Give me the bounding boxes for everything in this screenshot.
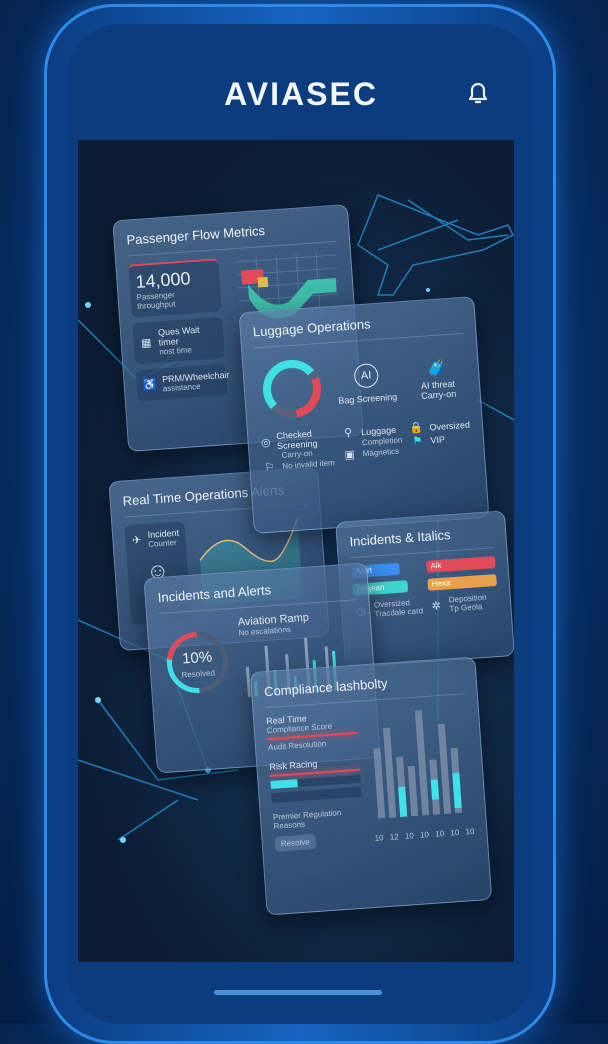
home-indicator[interactable]	[214, 990, 382, 995]
bell-icon[interactable]	[464, 78, 492, 106]
network-icon: ✲	[431, 599, 442, 613]
airplane-icon: ✈	[131, 534, 142, 547]
flag-icon: ⚐	[264, 461, 275, 475]
deposition-sub: Tp Geola	[449, 602, 483, 614]
phone-screen: AVIASEC Passenger Flow Metrics 14,000 Pa…	[68, 24, 534, 1024]
oversized-sub: Tracdale card	[374, 606, 424, 619]
target-icon: ◎	[260, 436, 271, 449]
app-title: AVIASEC	[224, 76, 378, 112]
bag-icon: ⚲	[343, 426, 353, 440]
queue-icon: ▦	[140, 337, 152, 350]
no-items-label: No invalid item	[282, 458, 336, 471]
resolve-button[interactable]: Resolve	[274, 834, 317, 852]
donut-chart	[263, 359, 322, 418]
luggage-operations-card[interactable]: Luggage Operations AI Bag Screening 🧳 AI t…	[238, 296, 490, 534]
magnetics-label: Magnetics	[362, 446, 400, 459]
compliance-bar-chart	[373, 710, 463, 819]
dashboard-content: Passenger Flow Metrics 14,000 Passenger …	[78, 140, 514, 962]
compliance-card[interactable]: Compliance lashbolty Real Time Complianc…	[249, 656, 493, 916]
progress-ring: 10% Resolved	[160, 625, 235, 700]
x-tick: 10	[450, 827, 460, 838]
x-tick: 10	[404, 831, 415, 841]
x-tick: 10	[434, 829, 445, 839]
bag-screening-label: Bag Screening	[337, 391, 398, 406]
vip-flag-icon: ⚑	[412, 435, 423, 448]
card-title: Incidents & Italics	[348, 524, 495, 559]
hexa-bar: Hexa	[427, 574, 497, 591]
x-axis-ticks: 10 12 10 10 10 10 10	[374, 827, 474, 843]
luggage-label: Luggage	[360, 424, 397, 437]
card-title: Compliance lashbolty	[263, 670, 465, 709]
x-tick: 10	[374, 833, 384, 843]
progress-ring-graphic	[166, 631, 228, 693]
x-tick: 12	[389, 832, 399, 842]
box-icon: ▣	[344, 448, 356, 462]
ai-icon: AI	[353, 362, 379, 389]
checked-label: Checked Screening	[276, 428, 318, 452]
x-tick: 10	[419, 830, 430, 840]
wheelchair-icon: ♿	[142, 378, 157, 392]
card-title: Passenger Flow Metrics	[126, 217, 338, 257]
vip-label: VIP	[430, 433, 446, 445]
x-tick: 10	[465, 826, 475, 837]
card-title: Incidents and Alerts	[157, 576, 357, 615]
card-title: Luggage Operations	[252, 309, 464, 349]
alk-bar: Alk	[426, 556, 496, 573]
footer-label: Premier Regulation Reasons	[272, 808, 342, 831]
counter-label: Counter	[147, 537, 177, 549]
lock-icon: 🔒	[409, 421, 424, 435]
